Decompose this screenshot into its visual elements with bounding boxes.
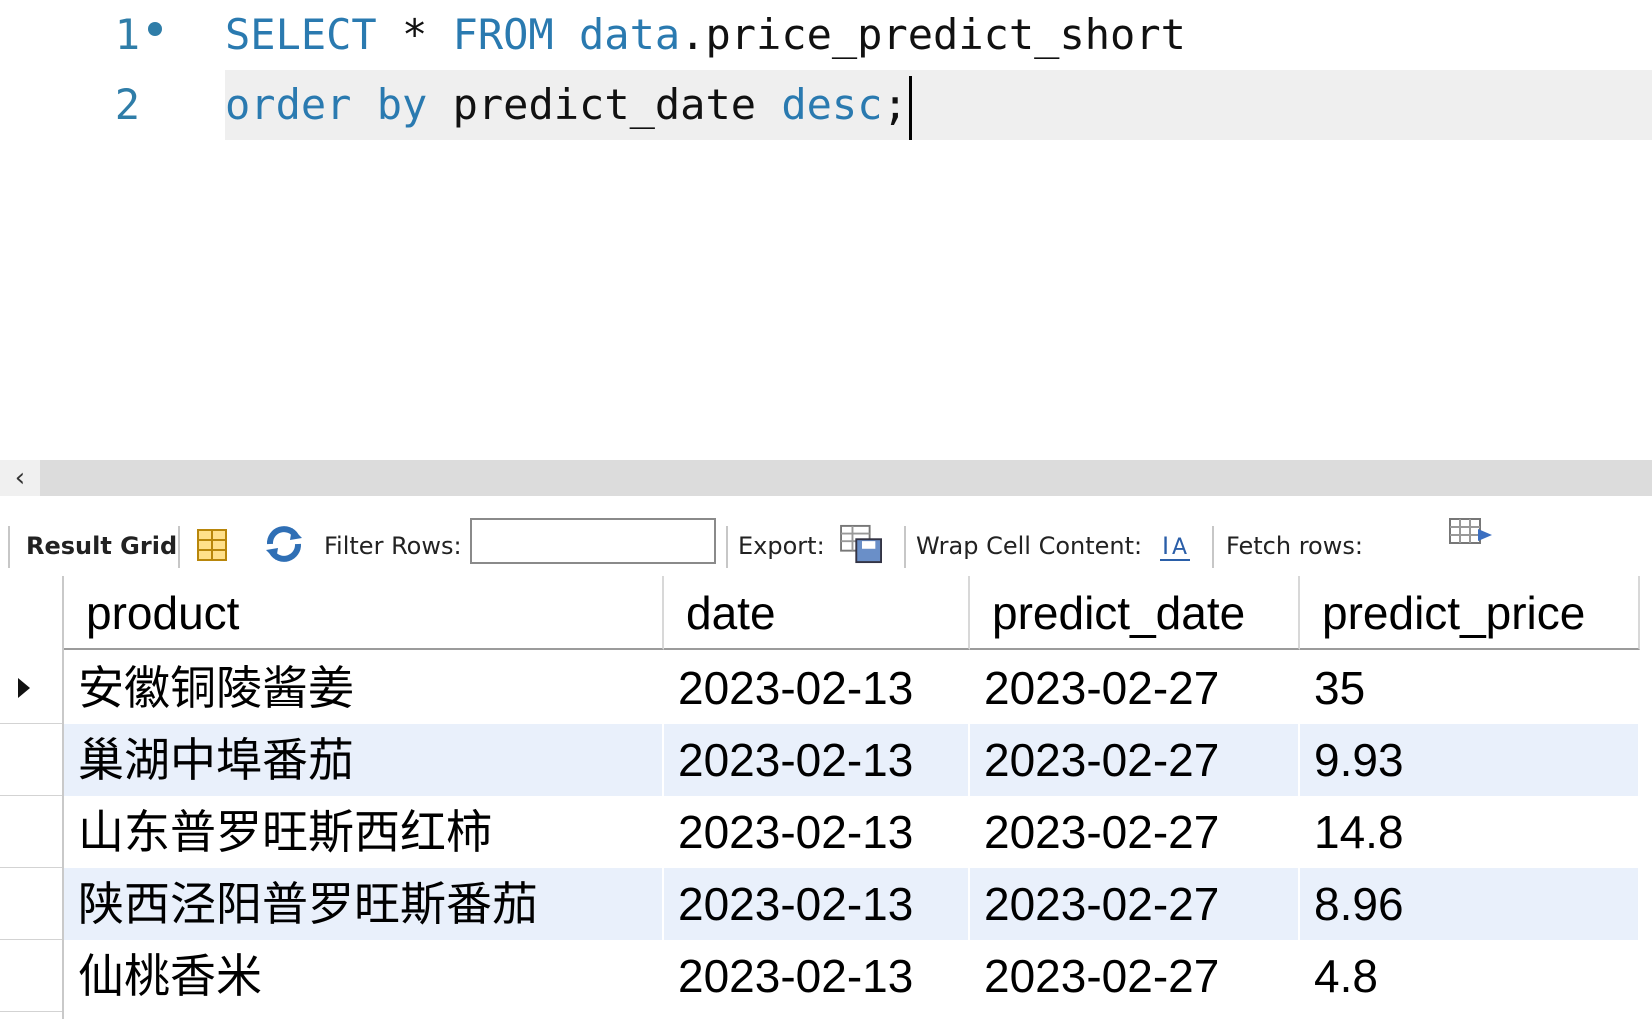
cell-date[interactable]: 2023-02-13 [664, 796, 970, 868]
cell-product[interactable]: 安徽铜陵酱姜 [64, 652, 664, 724]
cell-date[interactable]: 2023-02-13 [664, 724, 970, 796]
sql-line-2: order by predict_date desc; [225, 70, 912, 140]
cell-predict-price[interactable]: 9.93 [1300, 724, 1640, 796]
wrap-cell-content-label: Wrap Cell Content: [916, 532, 1143, 560]
sql-table: .price_predict_short [680, 10, 1186, 59]
scroll-left-button[interactable]: ‹ [0, 460, 40, 496]
row-marker [0, 652, 62, 724]
toolbar-separator [726, 526, 728, 568]
filter-rows-input[interactable] [470, 518, 716, 564]
statement-marker-icon [148, 22, 162, 36]
editor-current-line-highlight [225, 70, 1652, 140]
table-row[interactable]: 仙桃香米 2023-02-13 2023-02-27 4.8 [0, 940, 1652, 1012]
cell-product[interactable]: 巢湖中埠番茄 [64, 724, 664, 796]
editor-line-1: 1 SELECT * FROM data.price_predict_short [0, 0, 1652, 70]
cell-predict-price[interactable]: 14.8 [1300, 796, 1640, 868]
export-icon[interactable] [838, 524, 886, 564]
wrap-text-icon[interactable]: I A [1160, 524, 1192, 564]
line-number: 1 [114, 10, 140, 59]
sql-keyword: FROM [452, 10, 554, 59]
table-row[interactable]: 山东普罗旺斯西红柿 2023-02-13 2023-02-27 14.8 [0, 796, 1652, 868]
table-row[interactable]: 陕西泾阳普罗旺斯番茄 2023-02-13 2023-02-27 8.96 [0, 868, 1652, 940]
result-toolbar: Result Grid Filter Rows: Export: Wrap Ce… [0, 506, 1652, 586]
sql-schema: data [553, 10, 681, 59]
cell-predict-price[interactable]: 35 [1300, 652, 1640, 724]
column-header-product[interactable]: product [64, 576, 664, 650]
cell-date[interactable]: 2023-02-13 [664, 940, 970, 1012]
sql-line-1: SELECT * FROM data.price_predict_short [225, 0, 1186, 70]
cell-product[interactable]: 仙桃香米 [64, 940, 664, 1012]
column-header-predict-price[interactable]: predict_price [1300, 576, 1640, 650]
refresh-icon[interactable] [262, 524, 306, 564]
cell-predict-price[interactable]: 4.8 [1300, 940, 1640, 1012]
table-row[interactable]: 巢湖中埠番茄 2023-02-13 2023-02-27 9.93 [0, 724, 1652, 796]
column-header-predict-date[interactable]: predict_date [970, 576, 1300, 650]
row-header-column [0, 576, 64, 1019]
column-header-date[interactable]: date [664, 576, 970, 650]
sql-keyword: by [376, 80, 428, 129]
line-number: 2 [114, 80, 140, 129]
cell-product[interactable]: 山东普罗旺斯西红柿 [64, 796, 664, 868]
result-grid[interactable]: product date predict_date predict_price … [0, 576, 1652, 1019]
toolbar-separator [1212, 526, 1214, 568]
sql-identifier: predict_date [452, 80, 757, 129]
editor-line-2: 2 order by predict_date desc; [0, 70, 1652, 140]
toolbar-separator [8, 526, 10, 568]
svg-text:I: I [1162, 532, 1169, 560]
row-marker [0, 796, 62, 868]
sql-keyword: SELECT [225, 10, 377, 59]
row-marker [0, 868, 62, 940]
sql-semicolon: ; [882, 80, 908, 129]
sql-editor[interactable]: 1 SELECT * FROM data.price_predict_short… [0, 0, 1652, 460]
fetch-rows-label: Fetch rows: [1226, 532, 1363, 560]
filter-rows-label: Filter Rows: [324, 532, 462, 560]
cell-predict-date[interactable]: 2023-02-27 [970, 652, 1300, 724]
toolbar-separator [904, 526, 906, 568]
cell-predict-date[interactable]: 2023-02-27 [970, 940, 1300, 1012]
row-marker [0, 724, 62, 796]
cell-predict-date[interactable]: 2023-02-27 [970, 796, 1300, 868]
svg-text:A: A [1172, 535, 1187, 560]
editor-horizontal-scrollbar[interactable]: ‹ [0, 460, 1652, 496]
form-editor-icon[interactable] [196, 524, 230, 564]
export-label: Export: [738, 532, 825, 560]
cell-predict-date[interactable]: 2023-02-27 [970, 868, 1300, 940]
toolbar-separator [178, 526, 180, 568]
table-row[interactable]: 安徽铜陵酱姜 2023-02-13 2023-02-27 35 [0, 652, 1652, 724]
result-grid-tab[interactable]: Result Grid [26, 532, 178, 560]
sql-star: * [376, 10, 453, 59]
cell-date[interactable]: 2023-02-13 [664, 868, 970, 940]
sql-keyword: order [225, 80, 352, 129]
cell-product[interactable]: 陕西泾阳普罗旺斯番茄 [64, 868, 664, 940]
cell-predict-price[interactable]: 8.96 [1300, 868, 1640, 940]
text-caret [908, 75, 912, 140]
current-row-arrow-icon [18, 678, 30, 698]
sql-keyword: desc [781, 80, 883, 129]
cell-date[interactable]: 2023-02-13 [664, 652, 970, 724]
fetch-rows-icon[interactable] [1448, 514, 1494, 554]
row-marker [0, 940, 62, 1012]
cell-predict-date[interactable]: 2023-02-27 [970, 724, 1300, 796]
